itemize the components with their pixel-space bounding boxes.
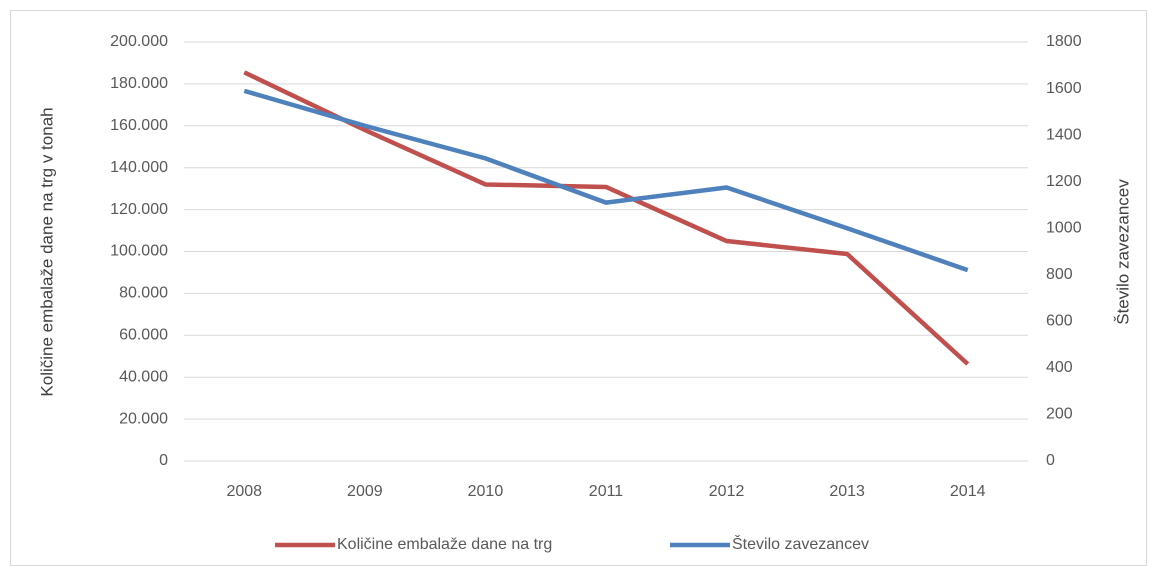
y2-tick-label: 600	[1046, 313, 1073, 330]
x-tick-label: 2012	[709, 483, 745, 500]
y-tick-label: 0	[159, 452, 168, 469]
y-tick-label: 200.000	[110, 33, 168, 50]
x-tick-label: 2009	[347, 483, 383, 500]
x-tick-label: 2010	[468, 483, 504, 500]
y-tick-label: 140.000	[110, 159, 168, 176]
series-line	[243, 70, 970, 366]
y-tick-label: 100.000	[110, 243, 168, 260]
legend-label: Količine embalaže dane na trg	[337, 536, 552, 553]
legend-label: Število zavezancev	[732, 534, 869, 553]
y-tick-label: 80.000	[119, 285, 168, 302]
x-tick-label: 2014	[950, 483, 986, 500]
y-tick-label: 160.000	[110, 117, 168, 134]
y2-tick-label: 200	[1046, 406, 1073, 423]
y-tick-label: 180.000	[110, 75, 168, 92]
x-tick-label: 2008	[226, 483, 262, 500]
y-tick-label: 40.000	[119, 368, 168, 385]
y-tick-label: 20.000	[119, 410, 168, 427]
chart-frame	[10, 10, 1147, 566]
y-tick-label: 120.000	[110, 201, 168, 218]
y-tick-label: 60.000	[119, 327, 168, 344]
y2-tick-label: 1800	[1046, 33, 1082, 50]
y2-axis-title: Število zavezancev	[1113, 179, 1132, 325]
y2-tick-label: 1600	[1046, 80, 1082, 97]
y-axis-title: Količine embalaže dane na trg v tonah	[37, 107, 56, 396]
y2-tick-label: 1000	[1046, 219, 1082, 236]
y2-tick-label: 0	[1046, 452, 1055, 469]
y2-tick-label: 800	[1046, 266, 1073, 283]
x-tick-label: 2011	[589, 483, 624, 500]
x-tick-label: 2013	[829, 483, 865, 500]
y2-tick-label: 400	[1046, 359, 1073, 376]
y2-tick-label: 1200	[1046, 173, 1082, 190]
y2-tick-label: 1400	[1046, 126, 1082, 143]
series-line	[243, 88, 969, 273]
